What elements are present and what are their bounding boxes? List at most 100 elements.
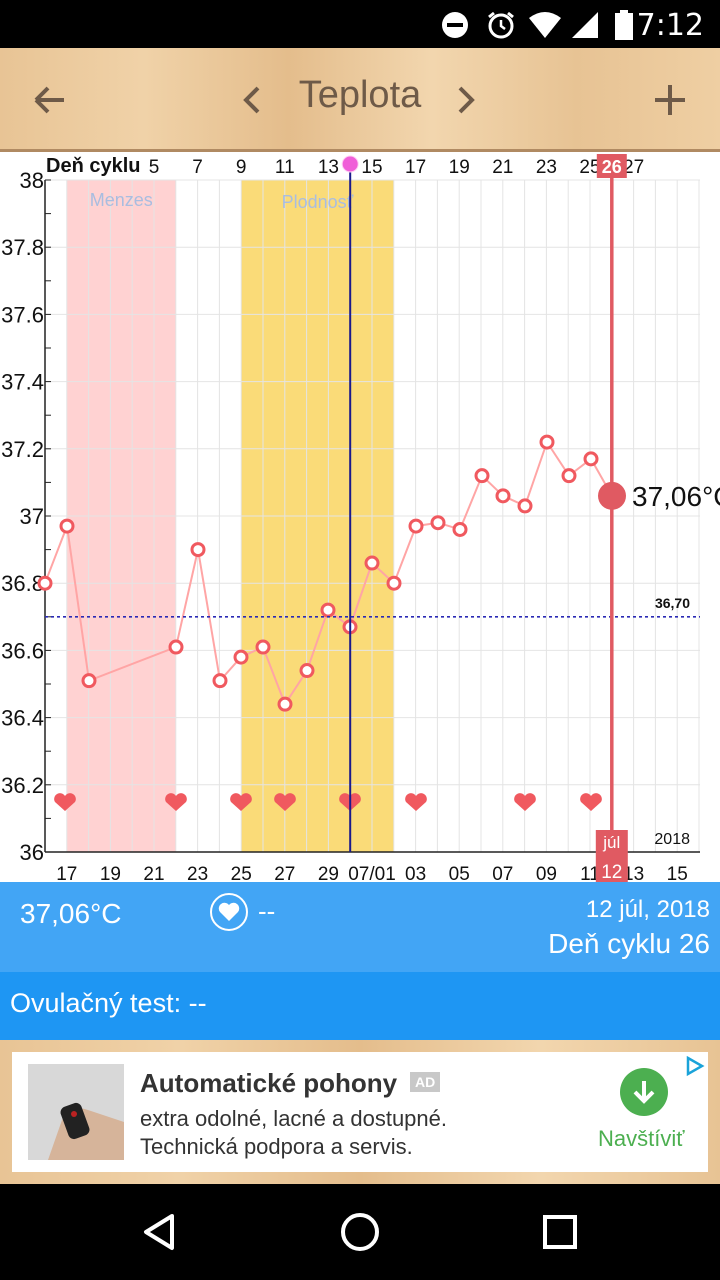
selected-month-label: júl — [602, 833, 620, 852]
app-toolbar: Teplota — [0, 48, 720, 152]
next-button[interactable] — [436, 70, 496, 130]
top-tick-label: 11 — [275, 157, 295, 178]
day-info-panel[interactable]: 37,06°C -- 12 júl, 2018 Deň cyklu 26 — [0, 882, 720, 972]
bottom-tick-label: 19 — [100, 864, 121, 882]
temperature-point[interactable] — [517, 498, 533, 514]
heart-icon — [230, 793, 252, 811]
top-tick-label: 7 — [192, 157, 203, 178]
battery-icon — [615, 10, 633, 40]
selected-date: 12 júl, 2018 — [585, 896, 710, 923]
top-tick-label: 13 — [318, 157, 339, 178]
ad-text-line-2: Technická podpora a servis. — [140, 1134, 413, 1159]
selected-cycle-day-label: 26 — [602, 157, 622, 177]
y-tick-label: 36.2 — [1, 773, 44, 798]
ad-card[interactable]: Automatické pohony AD extra odolné, lacn… — [12, 1052, 708, 1172]
intercourse-toggle[interactable] — [210, 893, 248, 931]
bottom-tick-label: 15 — [667, 864, 688, 882]
temperature-chart[interactable]: Menzes Plodnosť 38 37.8 37.6 37.4 37.2 37 36.8 36… — [0, 152, 720, 882]
temperature-point[interactable] — [539, 434, 555, 450]
back-button[interactable] — [20, 70, 80, 130]
ovulation-test-row[interactable]: Ovulačný test: -- — [0, 972, 720, 1040]
bottom-tick-label: 09 — [536, 864, 557, 882]
temperature-point[interactable] — [408, 518, 424, 534]
y-tick-label: 37.8 — [1, 235, 44, 260]
top-tick-label: 27 — [623, 157, 644, 178]
y-tick-label: 37.6 — [1, 302, 44, 327]
top-tick-label: 9 — [236, 157, 247, 178]
heart-icon — [580, 793, 602, 811]
status-time: 7:12 — [636, 8, 704, 43]
temperature-point[interactable] — [37, 575, 53, 591]
coverline-label: 36,70 — [655, 595, 690, 611]
chevron-right-icon — [458, 86, 475, 114]
temperature-point[interactable] — [299, 663, 315, 679]
recents-square-icon[interactable] — [536, 1208, 584, 1256]
system-nav-bar — [0, 1184, 720, 1280]
heart-icon — [165, 793, 187, 811]
bottom-tick-label: 13 — [623, 864, 644, 882]
ad-image[interactable] — [28, 1064, 124, 1160]
temperature-point[interactable] — [495, 488, 511, 504]
top-tick-label: 5 — [149, 157, 160, 178]
ad-visit-label[interactable]: Navštíviť — [598, 1126, 685, 1151]
adchoices-icon[interactable] — [680, 1052, 708, 1080]
bottom-tick-label: 17 — [56, 864, 77, 882]
temperature-point[interactable] — [59, 518, 75, 534]
ad-badge: AD — [410, 1072, 441, 1092]
selected-cycle-day: Deň cyklu 26 — [548, 928, 710, 959]
temperature-point[interactable] — [212, 673, 228, 689]
year-label: 2018 — [654, 831, 690, 848]
y-tick-label: 38 — [20, 168, 44, 193]
home-circle-icon[interactable] — [336, 1208, 384, 1256]
bottom-tick-label: 21 — [143, 864, 164, 882]
ovulation-marker — [341, 155, 359, 173]
plus-icon — [655, 85, 685, 115]
chart-canvas[interactable]: Menzes Plodnosť 38 37.8 37.6 37.4 37.2 37 36.8 36… — [0, 152, 720, 882]
bottom-tick-label: 11 — [580, 864, 600, 882]
fertile-label: Plodnosť — [282, 192, 354, 212]
add-button[interactable] — [640, 70, 700, 130]
selected-cycle-day-badge — [596, 154, 627, 178]
y-tick-label: 37 — [20, 504, 44, 529]
temperature-point[interactable] — [430, 515, 446, 531]
temperature-point[interactable] — [386, 575, 402, 591]
top-tick-label: 19 — [449, 157, 470, 178]
selected-temperature: 37,06°C — [20, 898, 122, 929]
top-tick-label: 25 — [579, 157, 600, 178]
wifi-icon — [529, 12, 561, 38]
temperature-point[interactable] — [320, 602, 336, 618]
ad-visit-button[interactable] — [620, 1068, 668, 1116]
temperature-line — [44, 439, 613, 707]
previous-button[interactable] — [222, 70, 282, 130]
top-axis-label: Deň cyklu — [46, 155, 140, 177]
bottom-tick-label: 07 — [492, 864, 513, 882]
temperature-point[interactable] — [255, 639, 271, 655]
heart-icon — [514, 793, 536, 811]
y-tick-label: 37.4 — [1, 370, 44, 395]
remote-control-hand-icon — [28, 1064, 124, 1160]
temperature-point[interactable] — [233, 649, 249, 665]
back-triangle-icon[interactable] — [136, 1208, 184, 1256]
temperature-point[interactable] — [561, 468, 577, 484]
temperature-point[interactable] — [190, 542, 206, 558]
bottom-tick-label: 03 — [405, 864, 426, 882]
temperature-point[interactable] — [168, 639, 184, 655]
heart-icon — [218, 902, 240, 921]
heart-icon — [54, 793, 76, 811]
download-arrow-icon — [633, 1081, 655, 1104]
signal-icon — [572, 12, 598, 38]
temperature-point[interactable] — [583, 451, 599, 467]
ad-title[interactable]: Automatické pohony — [140, 1068, 398, 1098]
temperature-point[interactable] — [474, 468, 490, 484]
page-title: Teplota — [298, 74, 422, 116]
bottom-tick-label: 05 — [449, 864, 470, 882]
arrow-left-icon — [34, 86, 64, 114]
temperature-point[interactable] — [81, 673, 97, 689]
intercourse-value: -- — [258, 896, 276, 926]
top-tick-label: 21 — [492, 157, 513, 178]
temperature-point[interactable] — [364, 555, 380, 571]
temperature-point[interactable] — [277, 696, 293, 712]
alarm-icon — [488, 11, 514, 39]
bottom-tick-label: 27 — [274, 864, 295, 882]
temperature-point[interactable] — [452, 521, 468, 537]
